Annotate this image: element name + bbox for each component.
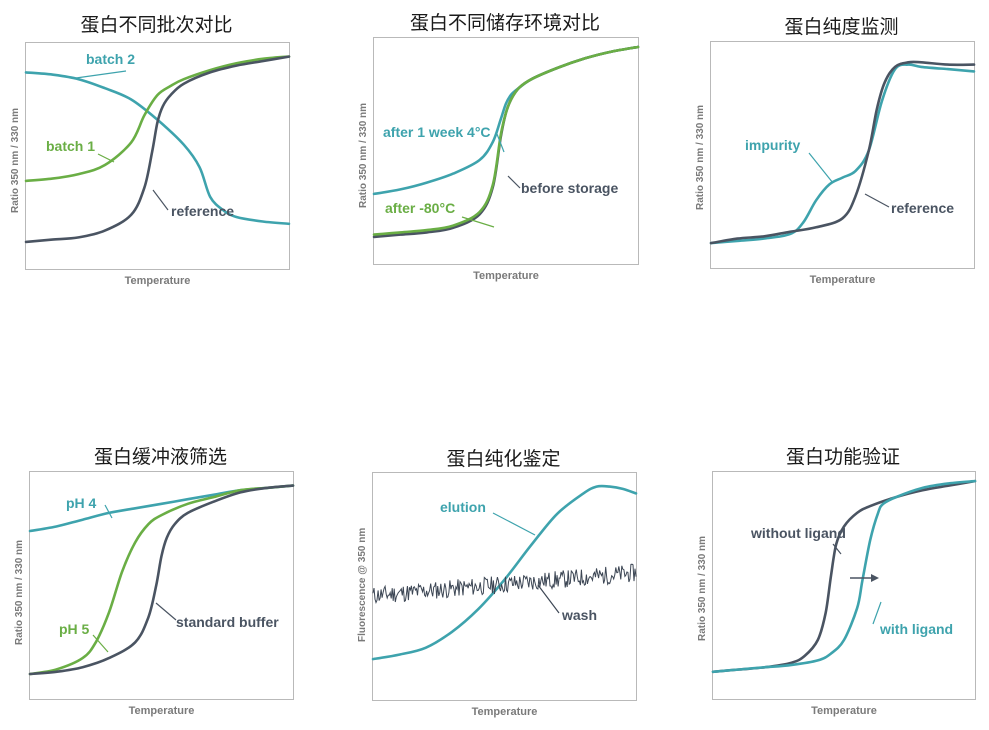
leader-line-ph-4 [104, 504, 113, 519]
annotation-batch-2: batch 2 [86, 51, 136, 67]
y-axis-label: Ratio 350 nm / 330 nm [695, 104, 706, 210]
chart-title: 蛋白缓冲液筛选 [93, 446, 227, 468]
chart-svg [711, 479, 977, 674]
annotation-batch-1: batch 1 [46, 138, 96, 154]
series-line-standard-buffer [28, 484, 295, 676]
annotation-elution: elution [440, 499, 486, 515]
annotation-wash: wash [562, 607, 598, 623]
annotation-standard-buffer: standard buffer [176, 614, 279, 630]
chart-svg [372, 45, 640, 239]
leader-line-standard-buffer [155, 602, 177, 621]
leader-line-after-1-week [496, 133, 505, 153]
leader-line-elution [492, 512, 536, 536]
chart-svg [709, 60, 976, 245]
chart-title: 蛋白功能验证 [785, 446, 900, 468]
series-line-after-1-week-4-c [372, 45, 640, 196]
plot-area [24, 42, 291, 270]
annotation-after-1-week: after 1 week 4°C [383, 124, 491, 140]
annotation-ph-5: pH 5 [59, 621, 90, 637]
chart-title: 蛋白纯化鉴定 [446, 448, 561, 470]
series-line-without-ligand [711, 479, 977, 674]
series-line-with-ligand [711, 479, 977, 674]
leader-line-with-ligand [872, 601, 882, 625]
y-axis-label: Ratio 350 nm / 330 nm [10, 107, 21, 213]
x-axis-label: Temperature [809, 274, 876, 286]
chart-title: 蛋白不同储存环境对比 [409, 12, 600, 34]
series-line-reference [24, 55, 291, 244]
shift-arrow-head [871, 574, 879, 582]
leader-line-before-storage [507, 175, 521, 189]
y-axis-label: Fluorescence @ 350 nm [357, 527, 368, 642]
annotation-before-storage: before storage [521, 180, 619, 196]
plot-area [709, 41, 976, 269]
leader-line-without-ligand [832, 543, 842, 555]
series-line-elution [371, 484, 638, 661]
chart-svg [24, 55, 291, 244]
annotation-reference: reference [891, 200, 955, 216]
plot-area [28, 471, 295, 700]
x-axis-label: Temperature [124, 275, 191, 287]
series-line-batch-1 [24, 55, 291, 183]
y-axis-label: Ratio 350 nm / 330 nm [358, 102, 369, 208]
x-axis-label: Temperature [811, 705, 877, 717]
leader-line-batch-2 [75, 70, 127, 79]
series-line-after-80-c [372, 45, 640, 236]
leader-line-after-minus-80 [461, 216, 495, 228]
chart-title: 蛋白不同批次对比 [80, 14, 233, 36]
series-line-ph-5 [28, 484, 295, 676]
leader-line-ph-5 [92, 634, 109, 653]
x-axis-label: Temperature [128, 705, 195, 717]
series-line-wash [372, 563, 637, 604]
series-line-reference [709, 60, 976, 245]
leader-line-reference [864, 193, 890, 208]
series-line-batch-2 [24, 71, 291, 226]
plot-area [372, 37, 640, 265]
annotation-reference: reference [171, 203, 235, 219]
y-axis-label: Ratio 350 nm / 330 nm [14, 539, 25, 645]
annotation-after-minus-80: after -80°C [385, 200, 456, 216]
annotation-ph-4: pH 4 [66, 495, 97, 511]
chart-title: 蛋白纯度监测 [784, 16, 899, 38]
annotation-with-ligand: with ligand [880, 621, 954, 637]
y-axis-label: Ratio 350 nm / 330 nm [697, 535, 708, 641]
x-axis-label: Temperature [473, 270, 539, 282]
leader-line-wash [537, 584, 560, 614]
leader-line-batch-1 [97, 153, 115, 163]
annotation-impurity: impurity [745, 137, 801, 153]
chart-svg [371, 484, 638, 661]
chart-svg [28, 484, 295, 676]
x-axis-label: Temperature [471, 706, 538, 718]
annotation-without-ligand: without ligand [751, 525, 846, 541]
plot-area [371, 472, 638, 701]
leader-line-impurity [808, 152, 834, 184]
plot-area [711, 471, 977, 700]
leader-line-reference [152, 189, 169, 211]
series-line-impurity [709, 63, 976, 245]
